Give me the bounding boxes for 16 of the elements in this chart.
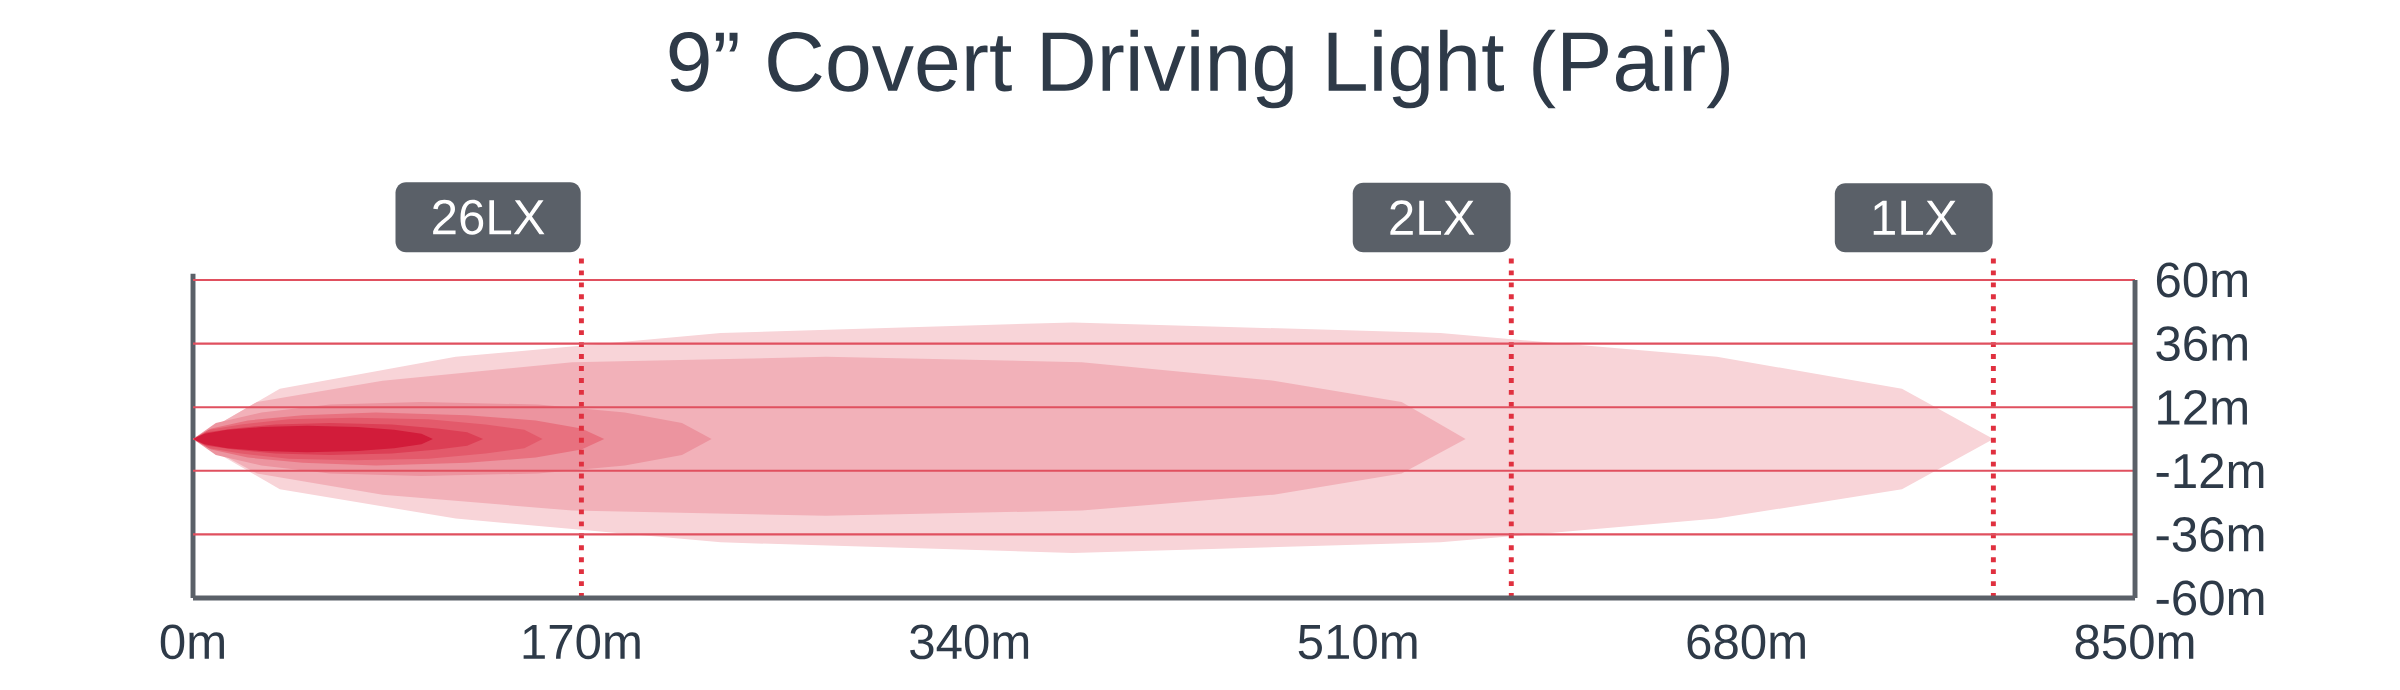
- y-tick-label: 60m: [2156, 262, 2247, 298]
- y-tick-label: -60m: [2156, 580, 2264, 616]
- ref-line-label: 26LX: [433, 199, 545, 235]
- y-tick-label: -12m: [2156, 453, 2264, 488]
- y-tick-label: -36m: [2156, 516, 2264, 552]
- ref-line-label: 1LX: [1873, 200, 1957, 235]
- y-tick-label: 12m: [2158, 389, 2247, 425]
- x-tick-label: 170m: [523, 624, 640, 660]
- y-tick-label: 36m: [2156, 326, 2247, 362]
- chart-title: 9” Covert Driving Light (Pair): [669, 29, 1729, 109]
- x-tick-label: 850m: [2075, 624, 2194, 660]
- x-tick-label: 680m: [1687, 624, 1805, 660]
- x-tick-label: 340m: [910, 624, 1029, 660]
- x-tick-label: 510m: [1298, 624, 1417, 660]
- ref-line-label: 2LX: [1390, 200, 1475, 235]
- x-tick-label: 0m: [160, 624, 224, 660]
